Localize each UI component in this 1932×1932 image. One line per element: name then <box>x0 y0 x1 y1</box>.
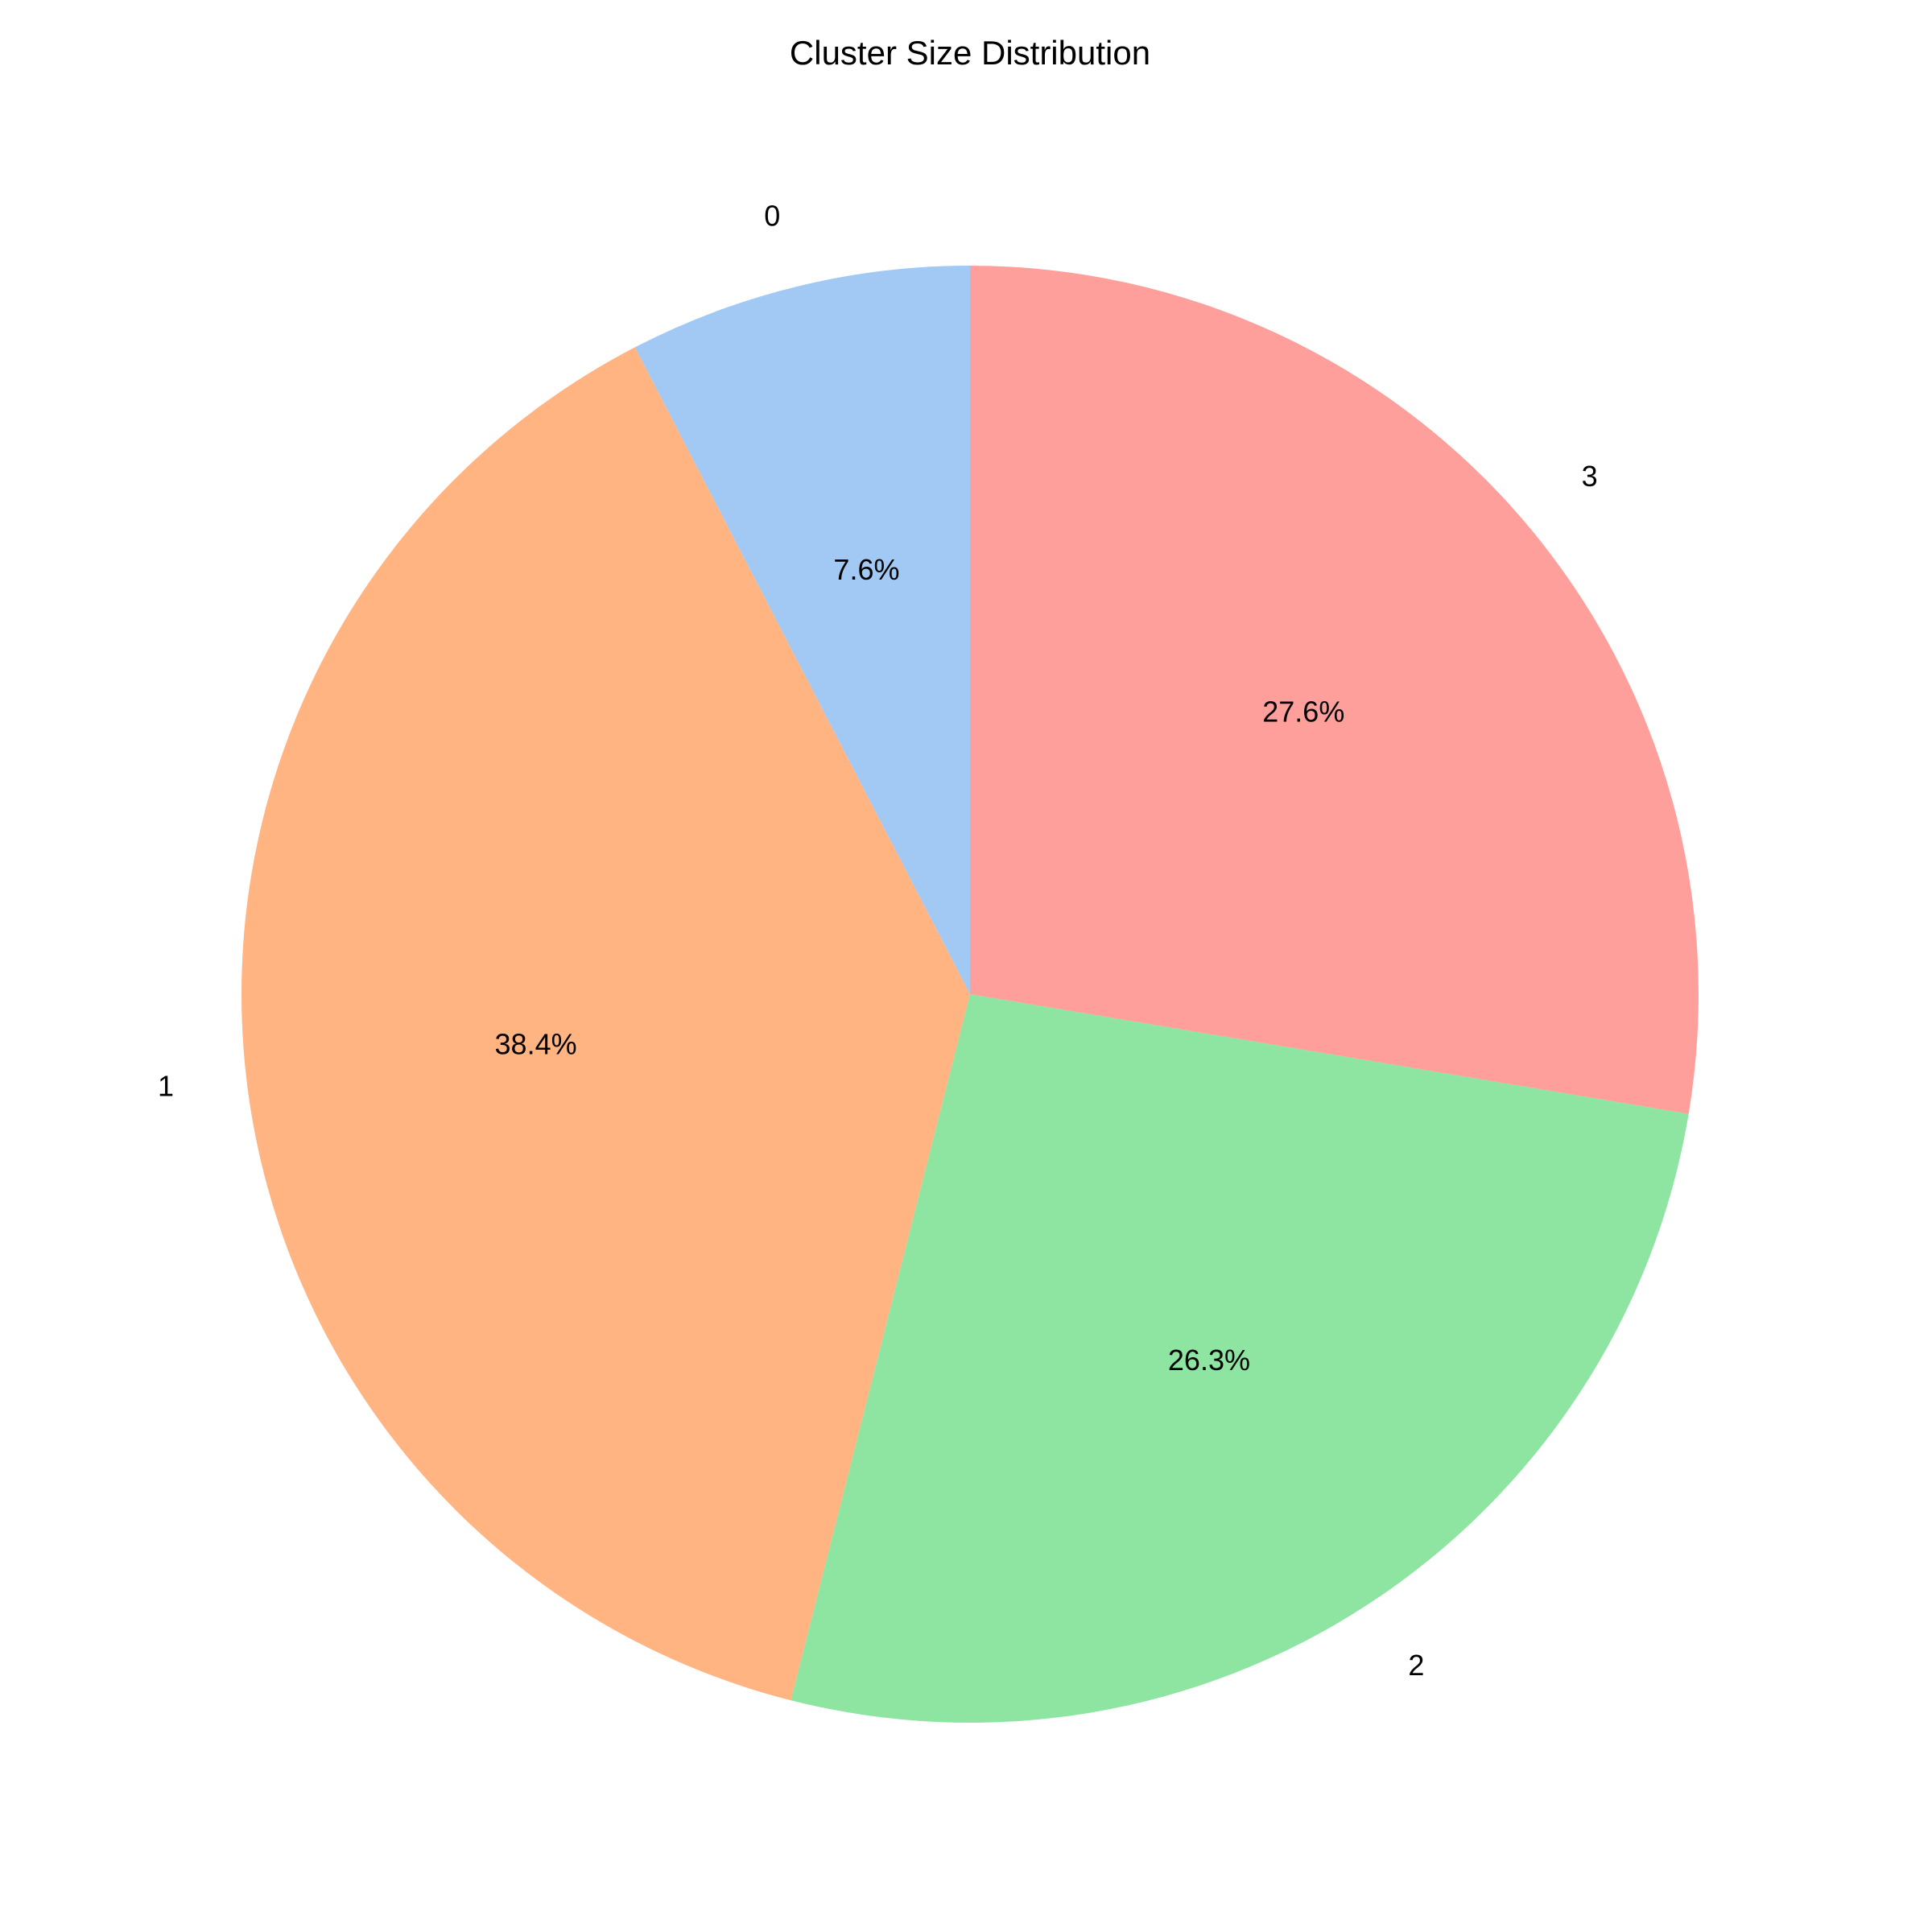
pie-slice-2 <box>791 994 1689 1723</box>
slice-label-1: 1 <box>158 1070 174 1103</box>
slice-label-0: 0 <box>764 199 780 232</box>
slice-percent-label-0: 7.6% <box>833 553 899 586</box>
slice-percent-label-3: 27.6% <box>1262 696 1344 729</box>
slice-percent-label-1: 38.4% <box>495 1028 577 1061</box>
pie-slice-1 <box>241 347 970 1701</box>
pie-slice-3 <box>970 265 1699 1114</box>
pie-slice-0 <box>634 266 970 994</box>
slice-percent-label-2: 26.3% <box>1168 1344 1250 1377</box>
slice-label-3: 3 <box>1582 460 1598 493</box>
slice-label-2: 2 <box>1408 1649 1424 1682</box>
chart-title: Cluster Size Distribution <box>790 34 1150 72</box>
labels-group: 0 7.6% 1 38.4% 2 26.3% 3 27.6% <box>158 199 1598 1682</box>
slices-group <box>241 265 1699 1723</box>
